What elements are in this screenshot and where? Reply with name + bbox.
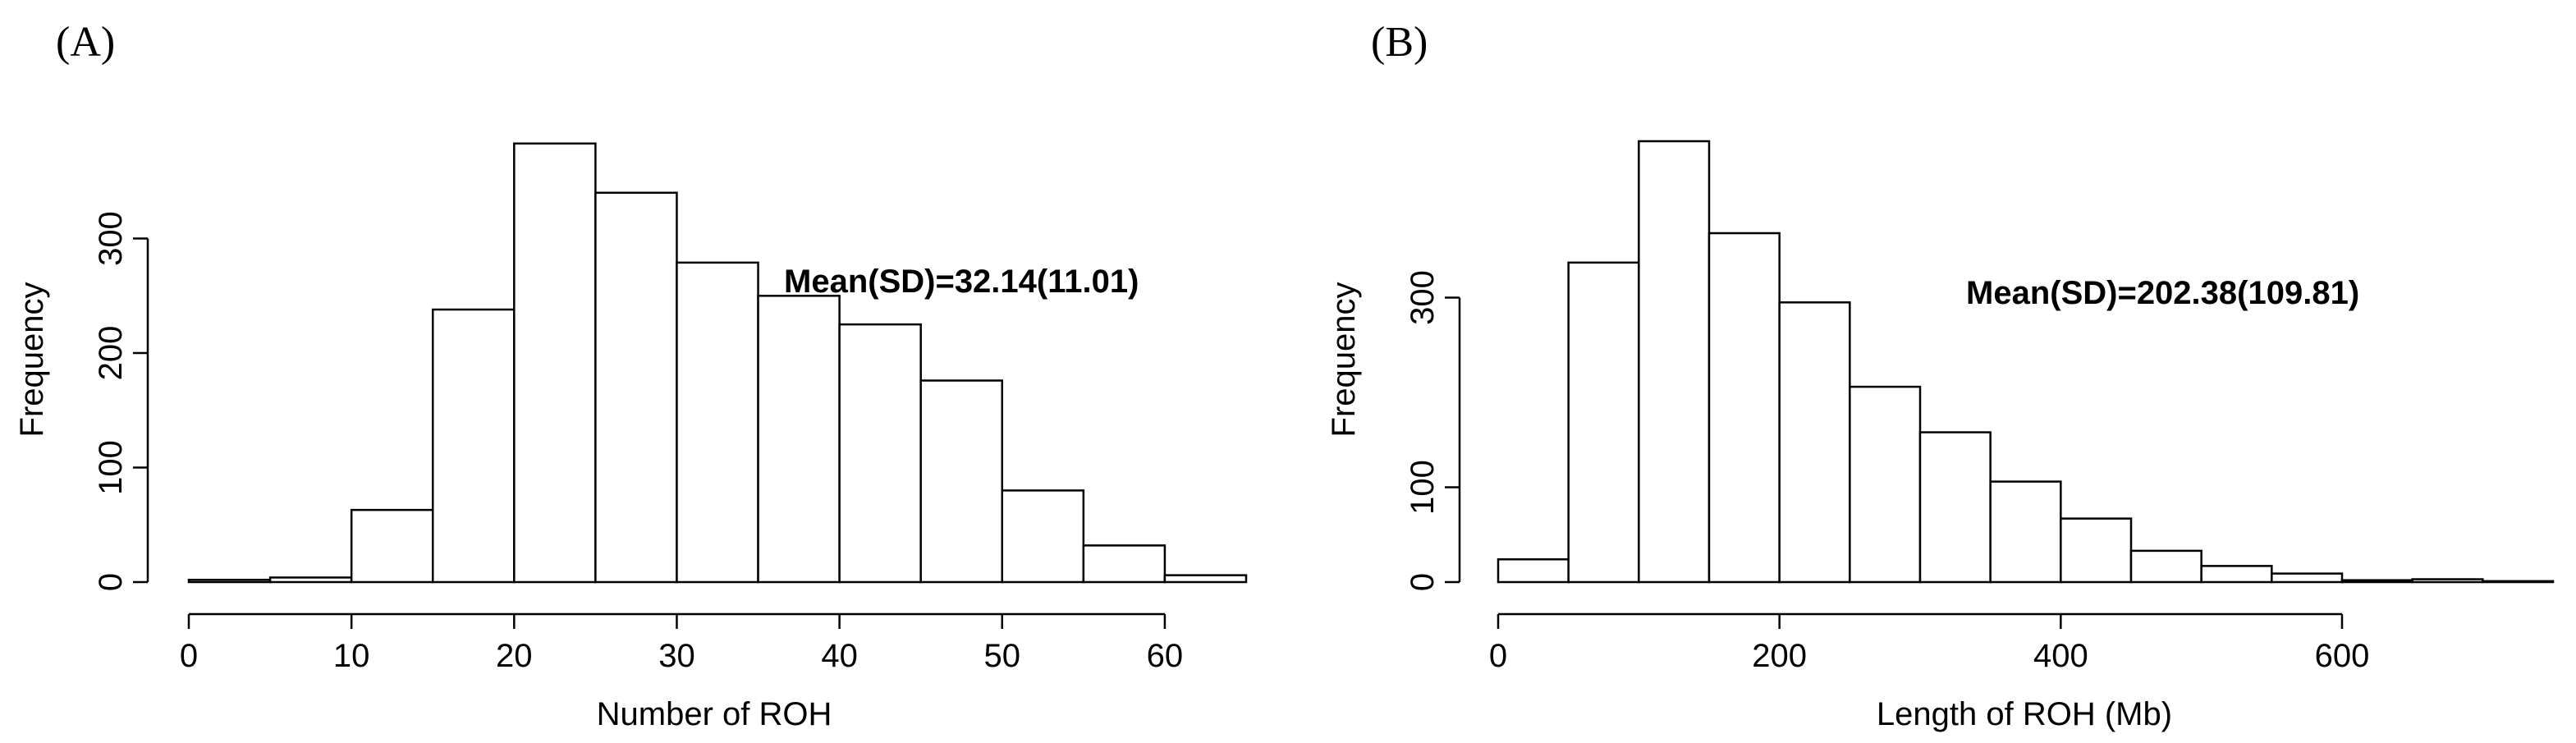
histogram-bar: [2482, 580, 2555, 584]
y-tick-label: 300: [1405, 270, 1441, 325]
histogram-bar: [2200, 565, 2273, 584]
histogram-bar: [1778, 301, 1851, 584]
histogram-bar: [1497, 558, 1570, 584]
panel-a-x-axis: 0 10 20 30 40 50 60: [180, 612, 1184, 674]
histogram-bar: [431, 308, 516, 584]
panel-a-label: (A): [56, 19, 115, 66]
y-tick-label: 0: [93, 573, 129, 591]
x-tick-label: 0: [1489, 638, 1507, 674]
panel-a-bars: [187, 142, 1248, 584]
x-tick-label: 50: [984, 638, 1021, 674]
y-tick-label: 300: [93, 211, 129, 266]
histogram-bar: [2271, 572, 2344, 584]
x-tick-label: 60: [1147, 638, 1184, 674]
histogram-bar: [838, 323, 922, 584]
panel-b-x-axis: 0 200 400 600: [1489, 612, 2370, 674]
histogram-bar: [1849, 385, 1922, 584]
panel-b-label: (B): [1371, 19, 1428, 66]
x-tick-label: 40: [821, 638, 858, 674]
histogram-bar: [1707, 232, 1781, 584]
histogram-bar: [2060, 517, 2133, 584]
histogram-bar: [187, 578, 272, 584]
y-tick-label: 200: [93, 326, 129, 381]
histogram-bar: [2129, 549, 2202, 584]
histogram-bar: [1001, 489, 1085, 584]
y-tick-label: 0: [1405, 573, 1441, 591]
x-tick-label: 600: [2315, 638, 2370, 674]
x-tick-label: 0: [180, 638, 198, 674]
histogram-bar: [757, 295, 841, 584]
histogram-bar: [1163, 574, 1248, 584]
histogram-bar: [2340, 579, 2413, 584]
panel-a-annotation: Mean(SD)=32.14(11.01): [784, 264, 1139, 300]
histogram-bar: [513, 142, 597, 584]
panel-b-ylabel: Frequency: [1326, 282, 1362, 438]
panel-a: (A) Frequency Number of ROH 0 10 20 30 40 50 6…: [14, 19, 1248, 732]
panel-b: (B) Frequency Length of ROH (Mb) 0 200 400…: [1326, 19, 2555, 732]
x-tick-label: 10: [333, 638, 370, 674]
histogram-bar: [268, 576, 353, 584]
panel-b-y-axis: 0 100 300: [1405, 270, 1461, 591]
x-tick-label: 400: [2033, 638, 2088, 674]
histogram-bar: [1082, 544, 1167, 584]
histogram-bar: [1989, 480, 2062, 584]
panel-b-bars: [1497, 140, 2555, 584]
panel-a-xlabel: Number of ROH: [597, 696, 832, 732]
histogram-bar: [1638, 140, 1711, 584]
panel-b-xlabel: Length of ROH (Mb): [1877, 696, 2172, 732]
histogram-bar: [1918, 431, 1992, 584]
x-tick-label: 30: [658, 638, 695, 674]
panel-a-y-axis: 0 100 200 300: [93, 211, 149, 591]
y-tick-label: 100: [1405, 460, 1441, 515]
y-tick-label: 100: [93, 440, 129, 495]
histogram-bar: [1567, 261, 1640, 584]
panel-b-annotation: Mean(SD)=202.38(109.81): [1966, 275, 2359, 311]
histogram-bar: [2411, 578, 2484, 584]
x-tick-label: 20: [496, 638, 533, 674]
histogram-bar: [594, 191, 678, 584]
x-tick-label: 200: [1752, 638, 1807, 674]
histogram-bar: [919, 379, 1004, 584]
histogram-bar: [676, 261, 759, 584]
panel-a-ylabel: Frequency: [14, 282, 50, 438]
histogram-bar: [350, 508, 434, 584]
